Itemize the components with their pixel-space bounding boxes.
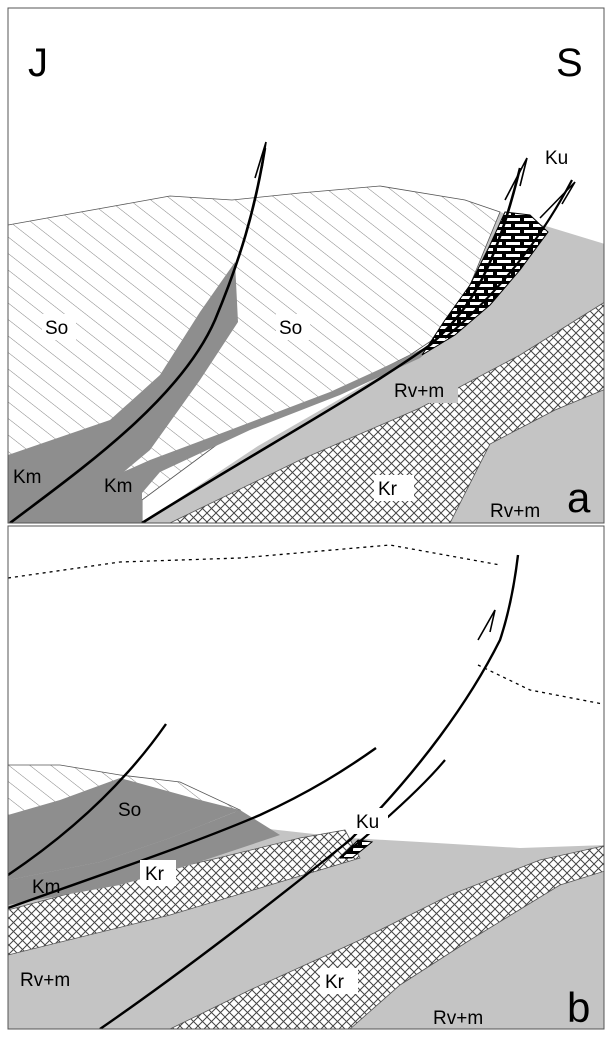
panel-b-ku-layer [338, 839, 374, 859]
label-so-center: So [279, 318, 302, 339]
panel-a-main-fault [141, 167, 522, 523]
panel-a-km-base-layer [8, 340, 440, 523]
panel-b-arrow [477, 609, 496, 641]
label-km-bottom: Km [104, 476, 133, 497]
panel-b-fault-left [8, 723, 167, 876]
panel-b-frame [7, 525, 605, 1030]
panel-b-restored-contact [477, 664, 604, 705]
label-so-left: So [45, 318, 68, 339]
panel-b-km-layer [8, 778, 240, 880]
label-kr-lower: Kr [325, 972, 345, 993]
direction-label-right: S [556, 41, 583, 85]
panel-a-arrow-mid [504, 157, 528, 201]
label-rv-m-upper: Rv+m [394, 381, 444, 402]
label-kr-upper: Kr [145, 864, 165, 885]
panel-a-arrow-left [254, 141, 267, 179]
panel-b-fault-mid [8, 747, 377, 910]
panel-b-labels: So Ku Km Kr Rv+m Kr Rv+m [20, 800, 483, 1029]
panel-b-fault-right [339, 759, 446, 859]
panel-a-frame [7, 7, 605, 524]
panel-a-right-fault [444, 179, 573, 339]
direction-label-left: J [28, 41, 48, 85]
label-km-left: Km [13, 467, 42, 488]
label-rv-m-left: Rv+m [20, 970, 70, 991]
panel-b-restored-surface [8, 544, 501, 579]
panel-a-labels: So So Km Km Ku Rv+m Kr Rv+m [10, 144, 578, 522]
label-km: Km [32, 877, 61, 898]
panel-b-letter: b [567, 984, 590, 1031]
panel-a-arrow-right [539, 181, 576, 219]
panel-a-letter: a [567, 474, 591, 521]
label-kr: Kr [378, 479, 398, 500]
label-so: So [118, 800, 141, 821]
panel-a-km-left-layer [8, 262, 238, 523]
label-ku: Ku [545, 148, 568, 169]
panel-a-ku-layer [421, 211, 549, 356]
label-rv-m-lower: Rv+m [490, 501, 540, 522]
panel-a [8, 141, 604, 523]
panel-b [8, 544, 604, 1029]
label-ku: Ku [356, 812, 379, 833]
panel-a-left-fault [9, 147, 267, 523]
panel-b-kr-lower-layer [169, 845, 604, 1029]
panel-b-fault-main [99, 554, 520, 1029]
label-rv-m-right: Rv+m [433, 1008, 483, 1029]
